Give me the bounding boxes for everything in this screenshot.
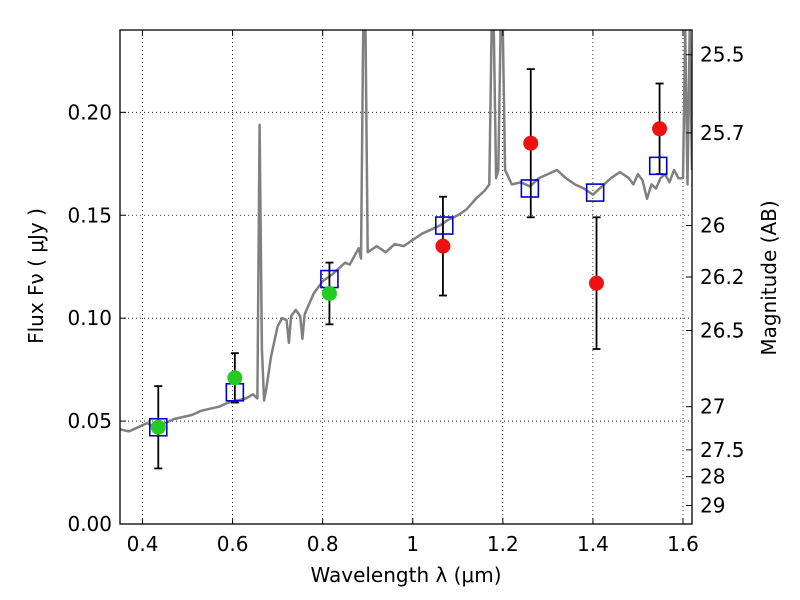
model-band-flux-marker <box>434 216 454 235</box>
mag-tick-label: 25.5 <box>700 43 745 67</box>
x-tick-label: 1.4 <box>577 532 609 556</box>
x-tick-label: 0.6 <box>217 532 249 556</box>
error-bars <box>154 68 664 470</box>
mag-tick-label: 26.5 <box>700 319 745 343</box>
mag-tick-label: 27.5 <box>700 438 745 462</box>
mag-tick-label: 25.7 <box>700 121 745 145</box>
magnitude-tick-labels: 25.5 25.7 26 26.2 26.5 27 27.5 28 29 <box>700 43 745 518</box>
optical-photometry-point <box>150 419 166 435</box>
photometry-points <box>150 121 668 435</box>
x-tick-label: 0.4 <box>127 532 159 556</box>
x-tick-labels: 0.4 0.6 0.8 1 1.2 1.4 1.6 <box>127 532 699 556</box>
axis-ticks <box>120 30 692 525</box>
y-tick-label: 0.15 <box>67 203 112 227</box>
x-tick-label: 0.8 <box>307 532 339 556</box>
y-tick-label: 0.20 <box>67 100 112 124</box>
x-tick-label: 1.2 <box>487 532 519 556</box>
grid <box>120 30 692 525</box>
model-band-flux-markers <box>148 156 668 437</box>
y-tick-label: 0.00 <box>67 512 112 536</box>
x-tick-label: 1 <box>406 532 419 556</box>
nir-photometry-point <box>589 275 605 291</box>
optical-photometry-point <box>227 370 243 386</box>
model-band-flux-marker <box>648 156 668 176</box>
y-tick-labels: 0.00 0.05 0.10 0.15 0.20 <box>67 100 112 536</box>
mag-tick-label: 29 <box>700 493 725 517</box>
spectrum-line <box>120 30 692 433</box>
nir-photometry-point <box>523 135 539 151</box>
y-tick-label: 0.10 <box>67 306 112 330</box>
y2-axis-label: Magnitude (AB) <box>757 200 781 355</box>
model-band-flux-marker <box>148 417 168 437</box>
y-tick-label: 0.05 <box>67 409 112 433</box>
mag-tick-label: 28 <box>700 465 725 489</box>
mag-tick-label: 27 <box>700 395 725 419</box>
model-band-flux-marker <box>585 183 605 202</box>
mag-tick-label: 26 <box>700 214 725 238</box>
x-tick-label: 1.6 <box>667 532 699 556</box>
nir-photometry-point <box>652 121 668 137</box>
y-axis-label: Flux Fν ( μJy ) <box>24 208 48 344</box>
x-axis-label: Wavelength λ (μm) <box>310 563 501 587</box>
model-spectrum <box>120 30 692 433</box>
nir-photometry-point <box>435 238 451 254</box>
model-band-flux-marker <box>520 179 540 198</box>
plot-frame <box>119 29 693 525</box>
optical-photometry-point <box>321 285 337 301</box>
mag-tick-label: 26.2 <box>700 265 745 289</box>
